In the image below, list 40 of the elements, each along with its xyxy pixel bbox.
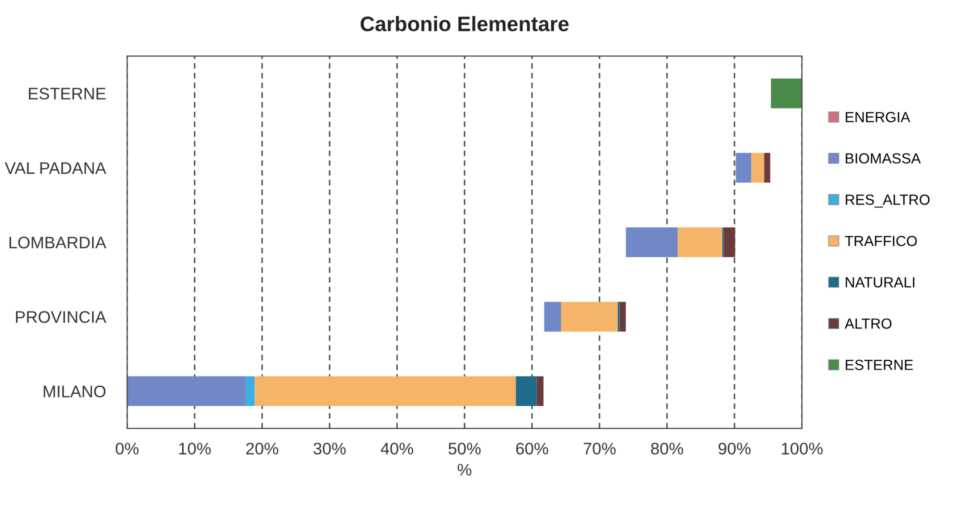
- x-tick-label: 20%: [246, 442, 278, 455]
- legend-label: ALTRO: [844, 318, 892, 329]
- legend-label: TRAFFICO: [844, 236, 917, 246]
- chart-title: Carbonio Elementare: [360, 16, 569, 32]
- bar: [751, 152, 764, 183]
- legend-label: RES_ALTRO: [846, 194, 930, 208]
- legend-label: ESTERNE: [846, 360, 913, 370]
- bar: [678, 227, 722, 258]
- bar: [516, 376, 537, 406]
- x-tick-label: 0%: [116, 442, 139, 455]
- y-tick-label: PROVINCIA: [16, 311, 106, 323]
- x-tick-label: 10%: [179, 442, 211, 455]
- x-tick-label: 90%: [718, 442, 751, 455]
- x-tick-label: 30%: [314, 442, 346, 455]
- y-tick-label: MILANO: [44, 386, 106, 398]
- x-tick-label: 80%: [651, 442, 684, 455]
- bar: [724, 227, 736, 258]
- y-tick-label: ESTERNE: [28, 88, 106, 100]
- x-tick-label: 40%: [380, 442, 414, 455]
- bar: [254, 376, 516, 406]
- x-tick-label: 100%: [782, 442, 823, 455]
- bar: [536, 376, 544, 406]
- x-axis-title: %: [458, 464, 472, 476]
- y-tick-label: VAL PADANA: [4, 162, 106, 174]
- legend-label: NATURALI: [846, 277, 914, 288]
- bar: [246, 376, 255, 406]
- x-tick-label: 50%: [448, 442, 481, 455]
- bar: [544, 302, 562, 332]
- x-tick-label: 70%: [584, 442, 616, 455]
- x-tick-label: 60%: [516, 442, 548, 455]
- bar: [127, 376, 246, 406]
- bar: [736, 152, 752, 183]
- bar: [626, 227, 678, 258]
- legend-label: BIOMASSA: [846, 153, 921, 164]
- bar: [561, 302, 618, 332]
- bar: [764, 152, 770, 183]
- bar: [620, 302, 626, 332]
- y-tick-label: LOMBARDIA: [10, 236, 106, 248]
- bar: [770, 78, 802, 108]
- legend-label: ENERGIA: [846, 112, 910, 122]
